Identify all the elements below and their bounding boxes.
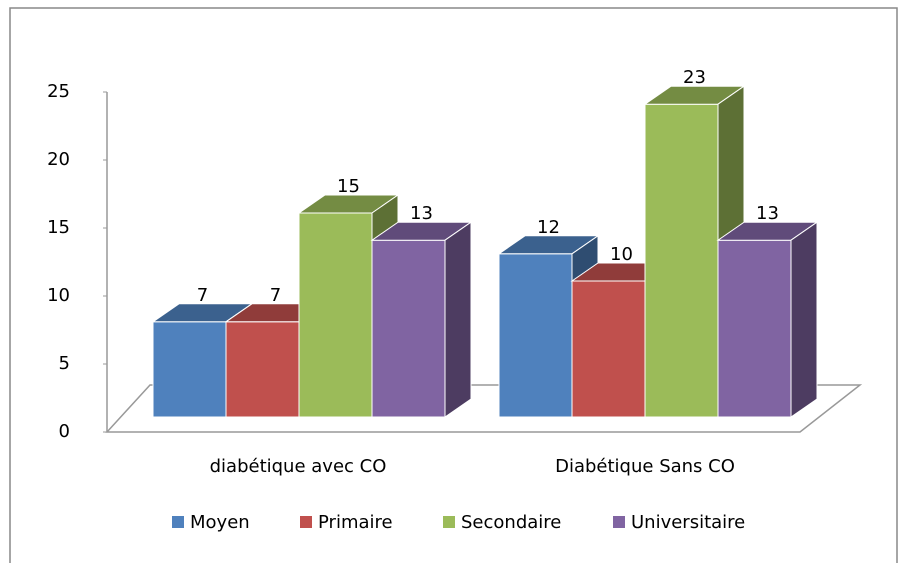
x-tick-label: Diabétique Sans CO xyxy=(555,456,735,477)
bar xyxy=(644,103,719,418)
data-label: 13 xyxy=(410,203,433,224)
bar xyxy=(298,212,373,418)
data-label: 13 xyxy=(756,203,779,224)
data-label: 15 xyxy=(337,176,360,197)
bar xyxy=(371,239,446,418)
y-tick-label: 25 xyxy=(47,81,70,102)
bar-side xyxy=(790,221,818,418)
legend-swatch xyxy=(443,516,455,528)
bar xyxy=(498,253,573,418)
y-tick-label: 0 xyxy=(59,421,70,442)
legend-label: Secondaire xyxy=(461,512,561,533)
legend-label: Universitaire xyxy=(631,512,745,533)
data-label: 10 xyxy=(610,244,633,265)
y-tick-label: 20 xyxy=(47,149,70,170)
legend-swatch xyxy=(300,516,312,528)
legend-label: Moyen xyxy=(190,512,250,533)
x-tick-label: diabétique avec CO xyxy=(210,456,387,477)
legend-label: Primaire xyxy=(318,512,393,533)
y-tick-label: 10 xyxy=(47,285,70,306)
data-label: 12 xyxy=(537,217,560,238)
legend-swatch xyxy=(613,516,625,528)
y-tick-label: 15 xyxy=(47,217,70,238)
bar xyxy=(152,321,227,418)
y-tick-label: 5 xyxy=(59,353,70,374)
bar xyxy=(717,239,792,418)
bar xyxy=(571,280,646,418)
bar-side xyxy=(444,221,472,418)
data-label: 7 xyxy=(197,285,208,306)
data-label: 23 xyxy=(683,67,706,88)
data-label: 7 xyxy=(270,285,281,306)
bar xyxy=(225,321,300,418)
legend-swatch xyxy=(172,516,184,528)
